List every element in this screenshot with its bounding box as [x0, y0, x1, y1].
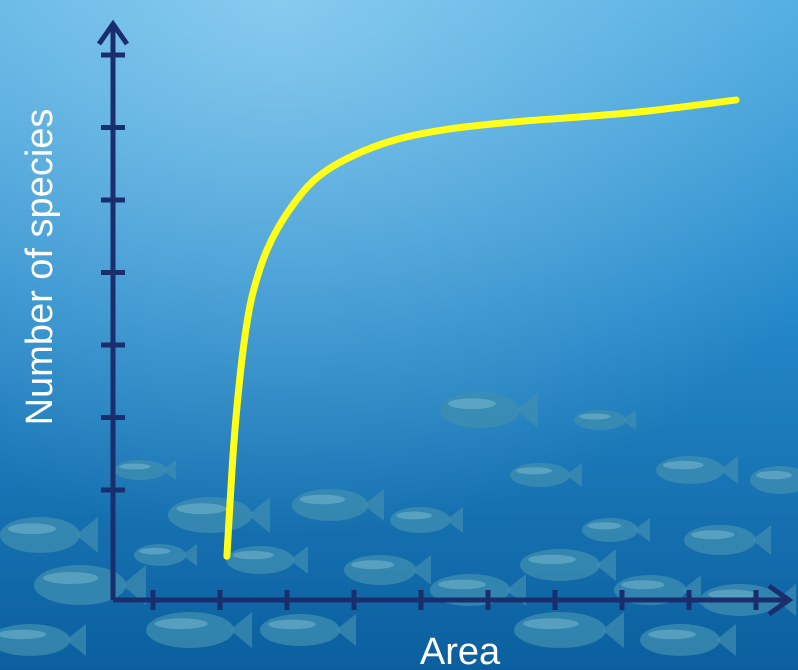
- fish-8: [684, 525, 771, 555]
- y-axis-label: Number of species: [19, 109, 61, 426]
- x-axis-label: Area: [420, 631, 501, 670]
- y-axis-arrow: [96, 19, 130, 46]
- fish-24: [114, 460, 176, 480]
- fish-14: [344, 555, 431, 585]
- fish-13: [34, 565, 146, 605]
- fish-23: [750, 466, 798, 494]
- fish-2: [656, 456, 738, 484]
- fish-12: [0, 517, 98, 553]
- fish-1: [440, 392, 538, 428]
- fish-19: [260, 614, 356, 646]
- fish-9: [520, 549, 616, 581]
- fish-3: [510, 463, 582, 487]
- fish-20: [514, 612, 624, 648]
- fish-school: [0, 392, 798, 656]
- series-curve-1: [223, 96, 740, 560]
- fish-21: [640, 624, 736, 656]
- fish-25: [574, 410, 636, 430]
- fish-18: [146, 612, 252, 648]
- axes: [96, 19, 794, 617]
- fish-6: [390, 507, 463, 533]
- fish-10: [226, 546, 308, 574]
- fish-5: [292, 489, 384, 521]
- plot-area: [223, 96, 740, 560]
- x-axis-arrow: [767, 583, 794, 617]
- fish-7: [582, 518, 650, 542]
- fish-22: [0, 624, 86, 656]
- fish-11: [134, 544, 197, 566]
